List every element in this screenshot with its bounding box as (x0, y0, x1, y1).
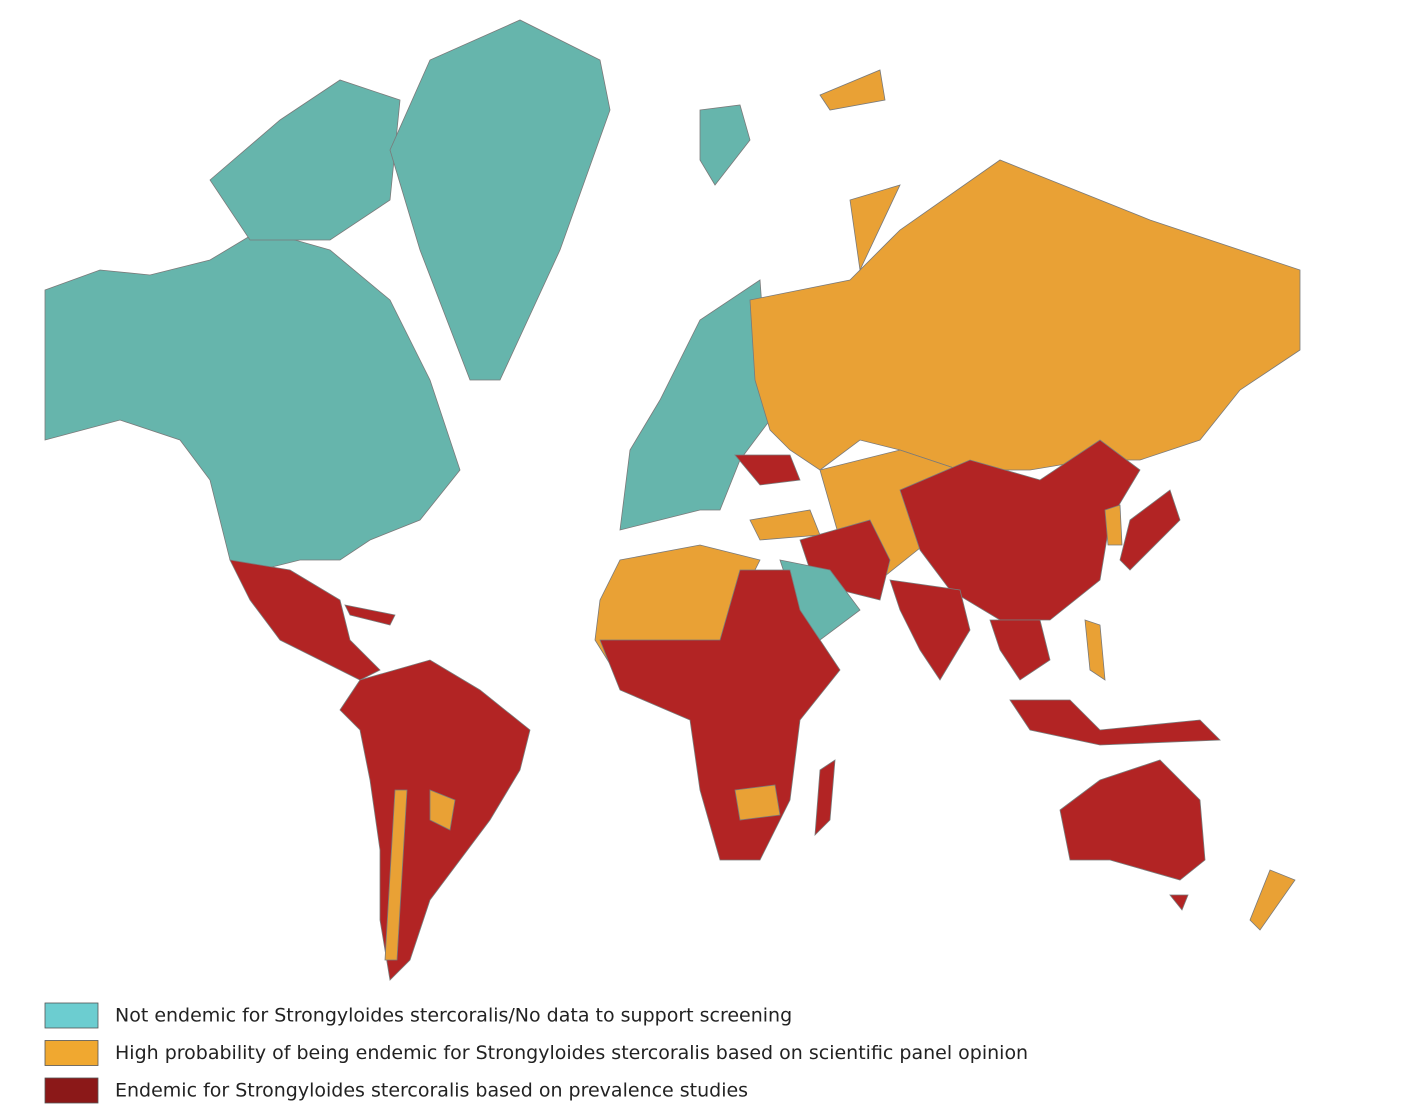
southern-africa (734, 784, 781, 821)
australia (1059, 759, 1206, 881)
svalbard (819, 69, 886, 111)
southeast-asia (989, 619, 1051, 681)
korea (1104, 504, 1123, 546)
madagascar (814, 759, 836, 837)
arctic-russia (849, 184, 901, 272)
legend-swatch (44, 1077, 99, 1104)
japan (1119, 489, 1181, 571)
ukraine (734, 454, 801, 486)
paraguay (429, 789, 456, 831)
greenland (389, 19, 611, 381)
north-america (44, 229, 461, 571)
europe (619, 279, 771, 531)
india (889, 579, 971, 681)
turkey (749, 509, 821, 541)
philippines (1084, 619, 1106, 681)
tasmania (1169, 894, 1189, 911)
central-america (229, 559, 381, 681)
russia-central-asia (749, 159, 1301, 471)
chile (384, 789, 408, 961)
world-map (44, 19, 1301, 981)
arctic-islands (209, 79, 401, 241)
legend-label: Not endemic for Strongyloides stercorali… (115, 1005, 792, 1027)
new-zealand (1249, 869, 1296, 931)
indonesia (1009, 699, 1221, 746)
china (899, 439, 1141, 621)
legend-label: High probability of being endemic for St… (115, 1042, 1028, 1064)
legend-swatch (44, 1040, 99, 1066)
sub-saharan-africa (599, 569, 841, 861)
iceland (699, 104, 751, 186)
legend-label: Endemic for Strongyloides stercoralis ba… (115, 1080, 748, 1102)
caribbean (344, 604, 396, 626)
legend: Not endemic for Strongyloides stercorali… (44, 1002, 1028, 1104)
legend-swatch (44, 1002, 99, 1029)
